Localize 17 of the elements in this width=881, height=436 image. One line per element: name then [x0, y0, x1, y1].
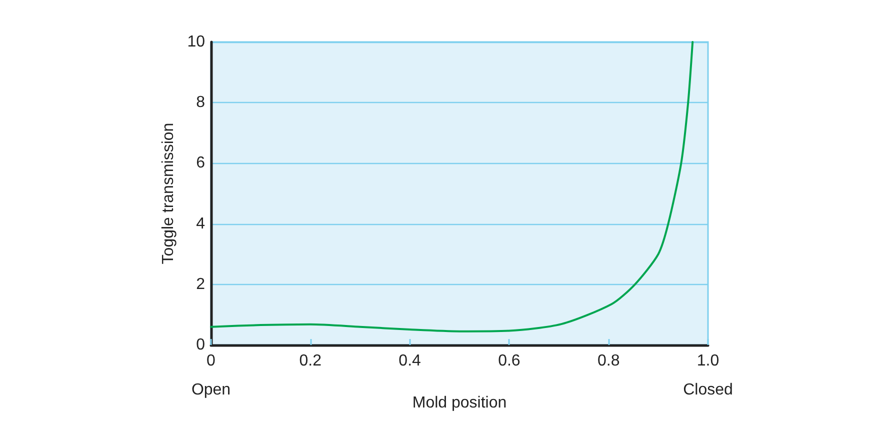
y-axis-title: Toggle transmission — [160, 122, 177, 264]
line-series — [210, 41, 694, 332]
text: Open — [191, 382, 231, 398]
y-tick-label: 6 — [196, 154, 206, 172]
x-tick-label: 0 — [206, 352, 216, 370]
x-axis-title: Mold position — [412, 394, 507, 412]
x-tick-label: 0.4 — [398, 352, 422, 370]
y-tick-label: 10 — [187, 34, 206, 50]
text: Closed — [683, 382, 733, 398]
x-tick-label: 0.8 — [597, 352, 620, 370]
y-tick-label: 2 — [196, 276, 206, 293]
x-tick-label: 0.2 — [299, 352, 322, 370]
x-tick-label: 0.6 — [498, 352, 520, 370]
y-tick-label: 4 — [196, 215, 206, 232]
x-tick-label: 1.0 — [696, 352, 720, 370]
y-tick-label: 8 — [196, 94, 206, 112]
y-tick-label: 0 — [196, 336, 206, 354]
